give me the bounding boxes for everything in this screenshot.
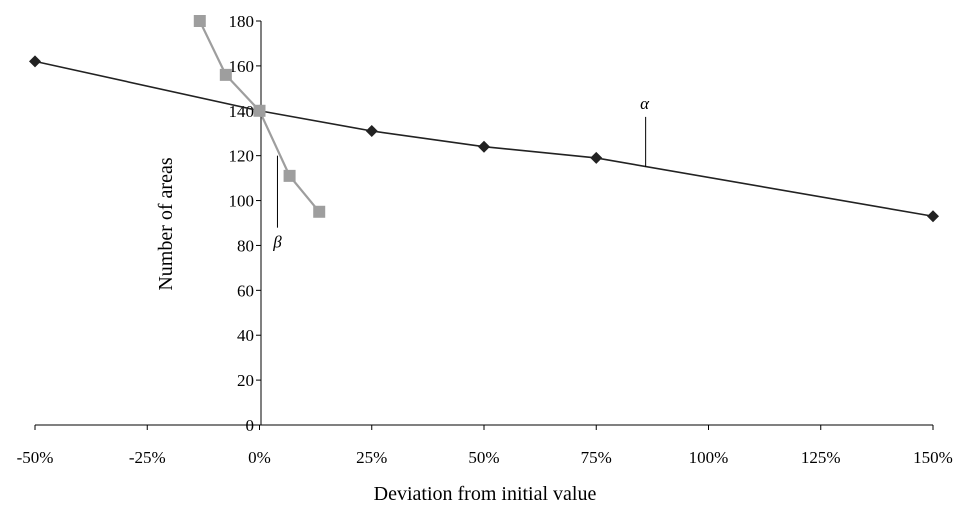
- data-point: [313, 205, 326, 218]
- y-tick-label: 0: [246, 416, 255, 435]
- data-point: [365, 124, 378, 137]
- y-tick-label: 20: [237, 371, 254, 390]
- data-point: [283, 169, 296, 182]
- x-tick-label: 100%: [689, 448, 729, 467]
- x-ticks: -50% -25% 0% 25% 50% 75% 100% 125% 150%: [17, 425, 953, 467]
- data-point: [927, 210, 939, 223]
- y-tick-label: 40: [237, 326, 254, 345]
- y-tick-label: 180: [229, 12, 255, 31]
- y-ticks: 0 20 40 60 80 100 120 140 160 180: [229, 12, 261, 435]
- series-beta: [193, 15, 326, 218]
- y-tick-label: 160: [229, 57, 255, 76]
- data-point: [590, 151, 603, 164]
- x-tick-label: 25%: [356, 448, 387, 467]
- y-tick-label: 140: [229, 102, 255, 121]
- axes: -50% -25% 0% 25% 50% 75% 100% 125% 150% 0 20 40 60 8…: [17, 12, 953, 467]
- x-tick-label: 75%: [581, 448, 612, 467]
- data-point: [478, 140, 490, 153]
- y-tick-label: 100: [229, 192, 255, 211]
- y-tick-label: 60: [237, 281, 254, 300]
- annotations: αβ: [272, 94, 650, 252]
- x-axis-label: Deviation from initial value: [374, 483, 597, 505]
- y-axis-label: Number of areas: [155, 157, 177, 290]
- x-tick-label: 125%: [801, 448, 841, 467]
- y-tick-label: 80: [237, 236, 254, 255]
- x-tick-label: -50%: [17, 448, 54, 467]
- x-tick-label: 50%: [468, 448, 499, 467]
- series-line: [34, 60, 934, 218]
- data-point: [193, 15, 206, 27]
- x-tick-label: -25%: [129, 448, 166, 467]
- beta-annotation: β: [272, 233, 282, 252]
- data-point: [29, 55, 41, 68]
- y-tick-label: 120: [229, 147, 255, 166]
- data-point: [253, 104, 266, 117]
- series-alpha: [29, 55, 939, 223]
- x-tick-label: 0%: [248, 448, 271, 467]
- alpha-annotation: α: [640, 94, 650, 113]
- x-tick-label: 150%: [913, 448, 953, 467]
- series-layer: [29, 15, 939, 223]
- data-point: [219, 68, 232, 81]
